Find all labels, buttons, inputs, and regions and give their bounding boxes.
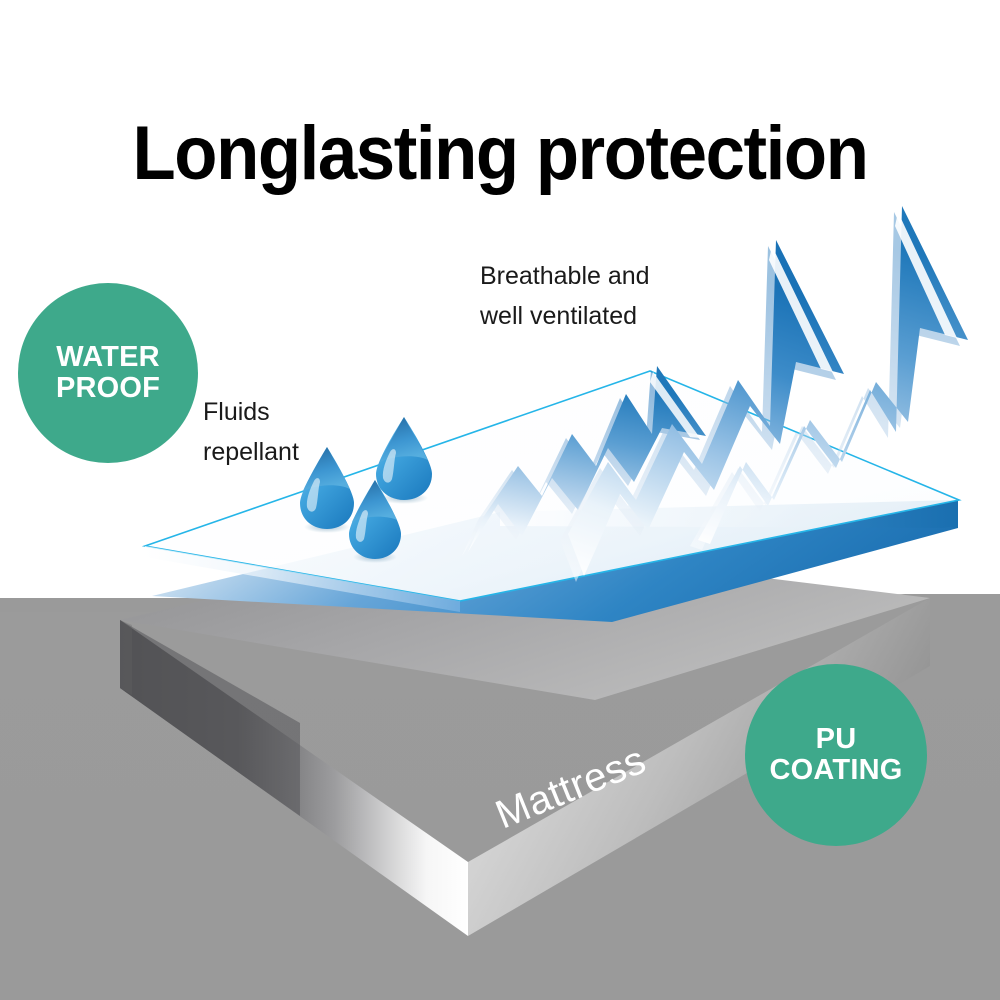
water-droplet-icon-2 bbox=[349, 480, 401, 563]
badge-pu-coating-text: PU COATING bbox=[764, 722, 909, 787]
up-right-zigzag-arrow-icon-1 bbox=[462, 366, 706, 556]
page-title: Longlasting protection bbox=[132, 110, 869, 196]
badge-pu-coating-line2: COATING bbox=[769, 754, 903, 786]
badge-water-proof-line2: PROOF bbox=[55, 372, 161, 404]
callout-fluids-repellant: Fluids repellant bbox=[203, 398, 299, 466]
badge-water-proof-text: WATER PROOF bbox=[50, 340, 166, 405]
water-droplets bbox=[300, 417, 432, 563]
callout-breathable-well-ventilated: Breathable and well ventilated bbox=[480, 262, 650, 330]
airflow-arrows bbox=[462, 206, 968, 582]
water-droplet-icon-1 bbox=[300, 447, 354, 533]
badge-pu-coating: PU COATING bbox=[745, 664, 927, 846]
mattress-shading bbox=[120, 620, 300, 816]
badge-pu-coating-line1: PU bbox=[815, 722, 857, 755]
up-right-zigzag-arrow-icon-2 bbox=[560, 240, 844, 582]
badge-water-proof-line1: WATER bbox=[56, 340, 160, 373]
badge-water-proof: WATER PROOF bbox=[18, 283, 198, 463]
up-right-zigzag-arrow-icon-3 bbox=[690, 206, 968, 550]
water-droplet-icon-3 bbox=[376, 417, 432, 504]
